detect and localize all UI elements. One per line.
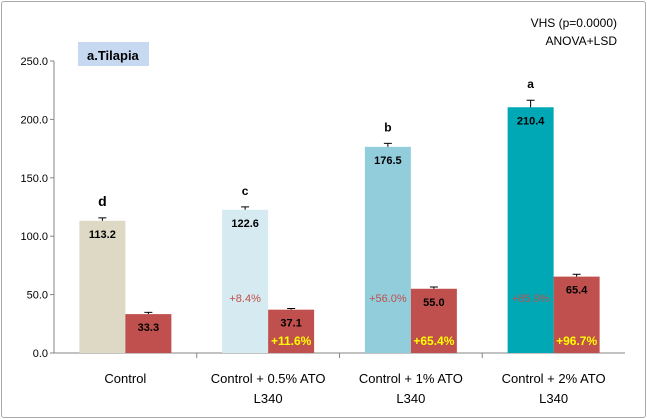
bar-series-2 (125, 314, 172, 353)
x-tick-label: Control + 0.5% ATO (211, 371, 326, 386)
data-label: 65.4 (566, 285, 588, 297)
significance-letter: d (98, 193, 107, 209)
percent-label: +8.4% (229, 293, 261, 305)
data-label: 122.6 (231, 218, 259, 230)
percent-label: +65.4% (413, 334, 454, 348)
bar-series-2 (553, 276, 600, 353)
percent-label: +85.9% (512, 293, 550, 305)
bar-series-1 (507, 107, 554, 353)
y-tick-label: 200.0 (20, 114, 48, 126)
bar-series-1 (222, 209, 269, 353)
data-label: 55.0 (423, 297, 444, 309)
percent-label: +56.0% (369, 293, 407, 305)
y-axis: 0.0 50.0 100.0 150.0 200.0 250.0 (20, 56, 55, 360)
y-tick-label: 150.0 (20, 173, 48, 185)
x-tick-label: Control (104, 371, 146, 386)
x-axis: Control Control + 0.5% ATO L340 Control + 1… (54, 352, 625, 406)
significance-letter: c (242, 184, 249, 198)
bar-series-1 (79, 220, 126, 353)
x-tick-label: L340 (396, 391, 425, 406)
y-tick-label: 50.0 (27, 290, 48, 302)
data-label: 210.4 (517, 115, 545, 127)
bar-series-2 (410, 288, 457, 353)
significance-letter: a (527, 77, 534, 91)
x-tick-label: Control + 2% ATO (502, 371, 606, 386)
y-tick-label: 0.0 (33, 348, 48, 360)
title-box (78, 42, 149, 66)
data-label: 113.2 (89, 229, 116, 241)
annotation-line-1: VHS (p=0.0000) (531, 16, 617, 30)
bar-series-2 (268, 309, 315, 353)
x-tick-label: L340 (539, 391, 568, 406)
x-tick-label: Control + 1% ATO (359, 371, 463, 386)
data-label: 37.1 (280, 318, 301, 330)
data-label: 33.3 (138, 322, 159, 334)
percent-label: +96.7% (556, 334, 597, 348)
chart-title: a.Tilapia (87, 48, 140, 63)
significance-letter: b (384, 120, 391, 134)
percent-label: +11.6% (271, 334, 312, 348)
data-label: 176.5 (374, 155, 402, 167)
y-tick-label: 100.0 (20, 231, 48, 243)
bars (79, 99, 600, 353)
data-labels: 113.2 33.3 d 122.6 +8.4% 37.1 +11.6% c 176.5 +56.… (89, 77, 598, 348)
annotation-line-2: ANOVA+LSD (546, 34, 618, 48)
y-tick-label: 250.0 (20, 56, 48, 68)
x-tick-label: L340 (254, 391, 283, 406)
bar-series-1 (364, 146, 411, 353)
